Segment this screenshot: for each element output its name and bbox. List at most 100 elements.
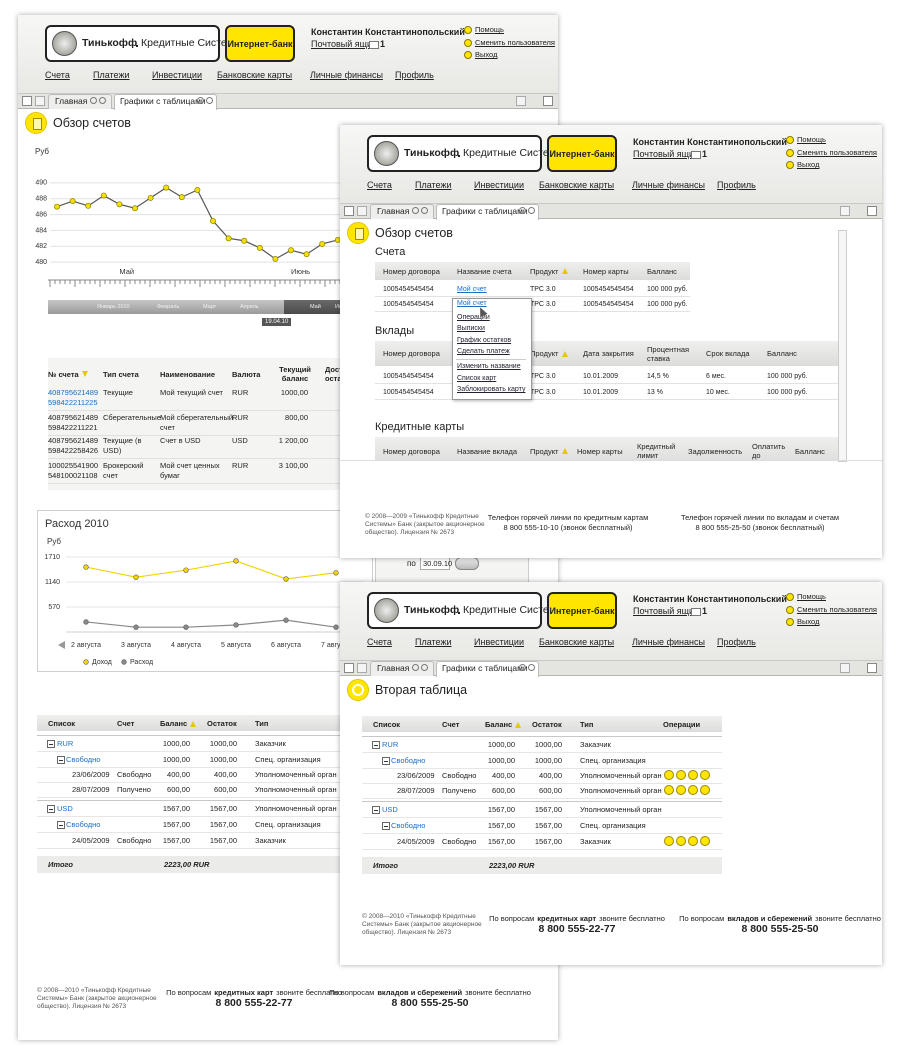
cell: 10.01.2009 bbox=[583, 389, 619, 396]
nav-link[interactable]: Инвестиции bbox=[474, 180, 524, 190]
header-link[interactable]: Выход bbox=[797, 617, 820, 626]
nav-link[interactable]: Профиль bbox=[717, 637, 756, 647]
nav-link[interactable]: Личные финансы bbox=[632, 180, 705, 190]
tree-toggle[interactable] bbox=[57, 756, 65, 764]
mailbox-link[interactable]: Почтовый ящик bbox=[311, 39, 377, 49]
point bbox=[133, 574, 139, 580]
account-number[interactable]: 408795621489 598422211221 bbox=[48, 413, 99, 432]
tree-link[interactable]: RUR bbox=[382, 740, 399, 749]
sort-icon[interactable] bbox=[190, 721, 197, 728]
nav-link[interactable]: Платежи bbox=[415, 637, 452, 647]
sort-icon[interactable] bbox=[561, 350, 568, 357]
link-icon bbox=[786, 606, 794, 614]
header-link[interactable]: Помощь bbox=[475, 25, 504, 34]
sort-icon[interactable] bbox=[81, 371, 88, 377]
tab-list-icon[interactable] bbox=[344, 206, 354, 216]
menu-item[interactable]: Мой счет bbox=[457, 300, 487, 307]
header-link[interactable]: Сменить пользователя bbox=[797, 148, 877, 157]
tree-link[interactable]: USD bbox=[57, 804, 73, 813]
tab-scroll-left[interactable] bbox=[357, 663, 367, 673]
tree-link[interactable]: Свободно bbox=[66, 820, 101, 829]
tab-active[interactable] bbox=[114, 94, 217, 110]
nav-link[interactable]: Профиль bbox=[717, 180, 756, 190]
account-number[interactable]: 100025541900 548100021108 bbox=[48, 461, 99, 480]
nav-link[interactable]: Личные финансы bbox=[632, 637, 705, 647]
row-line bbox=[37, 797, 558, 798]
toggle-minus bbox=[59, 760, 63, 761]
cell: 100 000 руб. bbox=[647, 286, 688, 293]
bank-button[interactable]: Интернет-банк bbox=[547, 135, 617, 172]
menu-item[interactable]: График остатков bbox=[457, 337, 512, 344]
nav-link[interactable]: Банковские карты bbox=[217, 70, 293, 80]
nav-link[interactable]: Платежи bbox=[415, 180, 452, 190]
menu-item[interactable]: Список карт bbox=[457, 375, 497, 382]
tree-toggle[interactable] bbox=[382, 757, 390, 765]
legend-swatch bbox=[83, 659, 89, 665]
nav-link[interactable]: Профиль bbox=[395, 70, 434, 80]
tree-link[interactable]: Свободно bbox=[66, 755, 101, 764]
balance-cell: 1567,00 bbox=[162, 804, 190, 813]
tab-list-icon[interactable] bbox=[867, 206, 877, 216]
x-tick-label: 5 августа bbox=[221, 642, 251, 649]
rest-cell: 400,00 bbox=[214, 770, 237, 779]
tab-scroll-left[interactable] bbox=[35, 96, 45, 106]
tab-scroll-right[interactable] bbox=[840, 663, 850, 673]
chart-title: Расход 2010 bbox=[45, 518, 109, 530]
tree-toggle[interactable] bbox=[382, 822, 390, 830]
tree-link[interactable]: USD bbox=[382, 805, 398, 814]
menu-item[interactable]: Изменить название bbox=[457, 363, 521, 370]
tree-toggle[interactable] bbox=[47, 740, 55, 748]
nav-link[interactable]: Инвестиции bbox=[474, 637, 524, 647]
tab-scroll-right[interactable] bbox=[840, 206, 850, 216]
nav-link[interactable]: Счета bbox=[367, 180, 392, 190]
mailbox-link[interactable]: Почтовый ящик bbox=[633, 606, 699, 616]
tree-toggle[interactable] bbox=[372, 741, 380, 749]
operation-icon bbox=[676, 785, 686, 795]
tree-toggle[interactable] bbox=[57, 821, 65, 829]
nav-link[interactable]: Банковские карты bbox=[539, 180, 615, 190]
account-number[interactable]: 408795621489 598422211225 bbox=[48, 388, 99, 407]
bank-button[interactable]: Интернет-банк bbox=[547, 592, 617, 629]
tree-link[interactable]: RUR bbox=[57, 739, 74, 748]
menu-item[interactable]: Выписки bbox=[457, 325, 485, 332]
mailbox-link[interactable]: Почтовый ящик bbox=[633, 149, 699, 159]
tree-toggle[interactable] bbox=[47, 805, 55, 813]
nav-link[interactable]: Платежи bbox=[93, 70, 130, 80]
tab-scroll-left[interactable] bbox=[357, 206, 367, 216]
logo: Тинькофф Кредитные Системы bbox=[367, 592, 563, 629]
tab-active[interactable] bbox=[436, 661, 539, 677]
point bbox=[333, 570, 339, 576]
column-header: Срок вклада bbox=[706, 349, 750, 358]
tree-toggle[interactable] bbox=[372, 806, 380, 814]
bank-button[interactable]: Интернет-банк bbox=[225, 25, 295, 62]
tab-scroll-right[interactable] bbox=[516, 96, 526, 106]
header-link[interactable]: Выход bbox=[797, 160, 820, 169]
nav-link[interactable]: Инвестиции bbox=[152, 70, 202, 80]
account-link[interactable]: Мой счет bbox=[457, 286, 487, 293]
tree-link[interactable]: Свободно bbox=[391, 821, 426, 830]
menu-item[interactable]: Операции bbox=[457, 314, 490, 321]
cell: 10 мес. bbox=[706, 389, 730, 396]
menu-item[interactable]: Заблокировать карту bbox=[457, 386, 526, 393]
menu-item[interactable]: Сделать платеж bbox=[457, 348, 510, 355]
header-link[interactable]: Сменить пользователя bbox=[475, 38, 555, 47]
nav-link[interactable]: Счета bbox=[367, 637, 392, 647]
header-link[interactable]: Сменить пользователя bbox=[797, 605, 877, 614]
tab-list-icon[interactable] bbox=[543, 96, 553, 106]
logo-name: Тинькофф bbox=[404, 147, 460, 159]
sort-icon[interactable] bbox=[561, 268, 568, 274]
tab-active[interactable] bbox=[436, 204, 539, 220]
nav-link[interactable]: Личные финансы bbox=[310, 70, 383, 80]
tab-list-icon[interactable] bbox=[22, 96, 32, 106]
nav-link[interactable]: Счета bbox=[45, 70, 70, 80]
tab-list-icon[interactable] bbox=[867, 663, 877, 673]
header-link[interactable]: Помощь bbox=[797, 135, 826, 144]
account-number[interactable]: 408795621489 598422258426 bbox=[48, 436, 99, 455]
sort-icon[interactable] bbox=[561, 448, 568, 454]
nav-link[interactable]: Банковские карты bbox=[539, 637, 615, 647]
header-link[interactable]: Помощь bbox=[797, 592, 826, 601]
tab-list-icon[interactable] bbox=[344, 663, 354, 673]
header-link[interactable]: Выход bbox=[475, 50, 498, 59]
tree-link[interactable]: Свободно bbox=[391, 756, 426, 765]
sort-icon[interactable] bbox=[515, 722, 522, 729]
